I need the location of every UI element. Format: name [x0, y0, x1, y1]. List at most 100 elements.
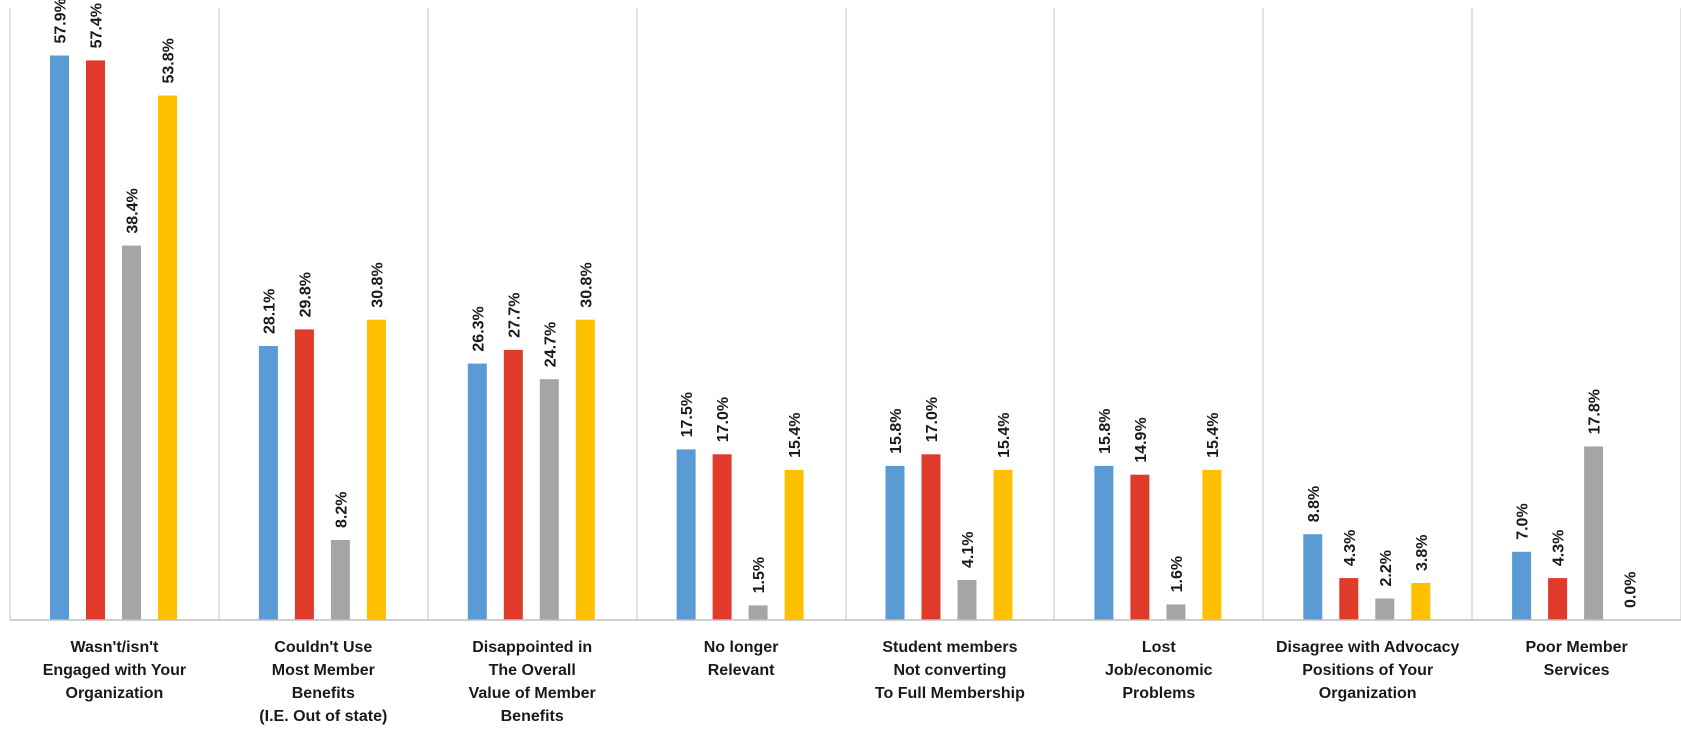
- value-label: 17.0%: [715, 397, 732, 442]
- bar: [1094, 465, 1114, 620]
- category-label-line: Most Member: [272, 662, 375, 679]
- category-label-line: Job/economic: [1105, 662, 1213, 679]
- category-label-line: Wasn't/isn't: [70, 639, 159, 656]
- value-labels: 57.9% 57.4% 38.4% 53.8% 28.1% 29.8% 8.2% 30.8% 2…: [53, 0, 1640, 608]
- value-label: 26.3%: [470, 306, 487, 351]
- category-label-line: Couldn't Use: [274, 639, 372, 656]
- bar: [1166, 604, 1186, 620]
- value-label: 15.8%: [1097, 409, 1114, 454]
- category-label-line: Services: [1544, 662, 1610, 679]
- bar: [1375, 598, 1395, 620]
- bar: [957, 580, 977, 620]
- bar: [503, 349, 523, 620]
- value-label: 30.8%: [578, 262, 595, 307]
- category-label-line: Student members: [882, 639, 1017, 656]
- category-label: Lost Job/economic Problems: [1105, 639, 1213, 702]
- bar: [1548, 578, 1568, 620]
- bar: [1339, 578, 1359, 620]
- category-label-line: The Overall: [489, 662, 576, 679]
- value-label: 4.1%: [960, 532, 977, 568]
- category-label-line: Benefits: [292, 685, 355, 702]
- bar: [712, 454, 732, 621]
- category-label-line: To Full Membership: [875, 685, 1025, 702]
- category-label-line: Value of Member: [469, 685, 596, 702]
- category-label: Disagree with Advocacy Positions of Your O…: [1276, 639, 1460, 702]
- value-label: 0.0%: [1623, 572, 1640, 608]
- bar: [366, 319, 386, 620]
- value-label: 1.5%: [751, 557, 768, 593]
- category-label: Wasn't/isn't Engaged with Your Organizatio…: [43, 639, 186, 702]
- category-label-line: Disappointed in: [472, 639, 592, 656]
- bar: [1130, 474, 1150, 620]
- bar: [676, 449, 696, 620]
- category-label-line: No longer: [704, 639, 779, 656]
- bar: [122, 245, 141, 620]
- value-label: 15.4%: [996, 413, 1013, 458]
- value-label: 7.0%: [1515, 503, 1532, 539]
- bar: [748, 605, 768, 620]
- bar: [921, 454, 941, 621]
- category-label-line: Benefits: [501, 708, 564, 725]
- value-label: 29.8%: [297, 272, 314, 317]
- category-separators: [9, 8, 1681, 620]
- category-label: No longer Relevant: [704, 639, 779, 679]
- bar: [1411, 583, 1431, 620]
- value-label: 53.8%: [161, 38, 178, 83]
- bar: [575, 319, 595, 620]
- category-label-line: (I.E. Out of state): [259, 708, 387, 725]
- bar: [86, 60, 105, 620]
- category-label: Couldn't Use Most Member Benefits (I.E. Out…: [259, 639, 387, 725]
- bars: [50, 55, 1604, 621]
- value-label: 28.1%: [261, 289, 278, 334]
- value-label: 27.7%: [506, 293, 523, 338]
- value-label: 15.8%: [888, 409, 905, 454]
- value-label: 57.4%: [89, 3, 106, 48]
- bar: [467, 363, 487, 620]
- value-label: 2.2%: [1378, 550, 1395, 586]
- bar: [539, 379, 559, 620]
- bar: [294, 329, 314, 620]
- bar: [330, 540, 350, 620]
- value-label: 24.7%: [542, 322, 559, 367]
- value-label: 15.4%: [787, 413, 804, 458]
- category-label-line: Poor Member: [1525, 639, 1627, 656]
- value-label: 17.0%: [924, 397, 941, 442]
- value-label: 3.8%: [1414, 535, 1431, 571]
- category-labels: Wasn't/isn't Engaged with Your Organizatio…: [43, 639, 1628, 725]
- value-label: 15.4%: [1205, 413, 1222, 458]
- category-label-line: Organization: [66, 685, 164, 702]
- bar: [158, 95, 177, 620]
- value-label: 4.3%: [1551, 530, 1568, 566]
- value-label: 1.6%: [1169, 556, 1186, 592]
- value-label: 14.9%: [1133, 417, 1150, 462]
- value-label: 8.8%: [1306, 486, 1323, 522]
- bar: [50, 55, 69, 620]
- category-label-line: Disagree with Advocacy: [1276, 639, 1460, 656]
- category-label-line: Not converting: [893, 662, 1006, 679]
- bar: [784, 469, 804, 621]
- category-label-line: Lost: [1142, 639, 1176, 656]
- value-label: 4.3%: [1342, 530, 1359, 566]
- value-label: 17.8%: [1587, 389, 1604, 434]
- bar: [993, 469, 1013, 621]
- value-label: 38.4%: [125, 188, 142, 233]
- value-label: 8.2%: [333, 492, 350, 528]
- bar: [885, 465, 905, 620]
- bar: [258, 346, 278, 620]
- value-label: 57.9%: [53, 0, 70, 44]
- bar: [1303, 534, 1323, 620]
- category-label: Student members Not converting To Full Mem…: [875, 639, 1025, 702]
- category-label-line: Organization: [1319, 685, 1417, 702]
- category-label: Disappointed in The Overall Value of Membe…: [469, 639, 596, 725]
- bar: [1202, 469, 1222, 621]
- category-label-line: Relevant: [708, 662, 775, 679]
- bar: [1512, 551, 1532, 621]
- category-label-line: Positions of Your: [1302, 662, 1433, 679]
- bar: [1584, 446, 1604, 620]
- category-label-line: Engaged with Your: [43, 662, 186, 679]
- value-label: 30.8%: [369, 262, 386, 307]
- category-label: Poor Member Services: [1525, 639, 1627, 679]
- value-label: 17.5%: [679, 392, 696, 437]
- category-label-line: Problems: [1122, 685, 1195, 702]
